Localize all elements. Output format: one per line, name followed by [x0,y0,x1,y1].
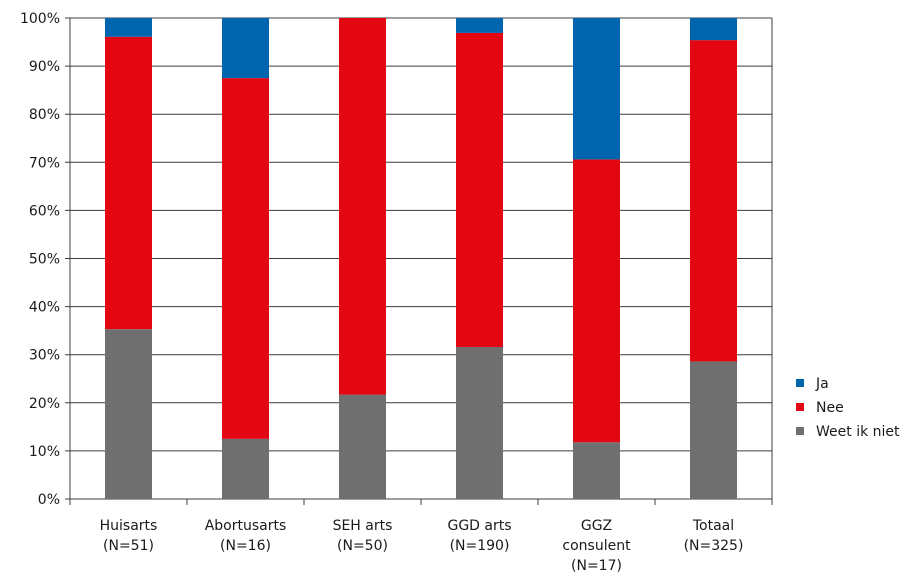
legend-swatch [796,379,804,387]
legend-label: Nee [816,400,844,416]
y-tick-label: 90% [29,59,60,75]
gridlines [65,17,772,500]
y-tick-label: 100% [20,11,60,27]
bar-segment-nee [456,32,503,348]
bar-segment-ja [222,18,269,79]
x-category-label: (N=50) [337,538,388,554]
y-tick-label: 70% [29,155,60,171]
x-category-label: GGZ [581,518,612,534]
bar-segment-nee [573,159,620,443]
y-tick-label: 50% [29,252,60,268]
x-category-label: Huisarts [100,518,158,534]
bar-segment-ja [105,18,152,37]
bar-segment-weet-ik-niet [456,347,503,499]
x-axis: Huisarts (N=51) Abortusarts (N=16) SEH arts (… [69,499,773,574]
bar-segment-weet-ik-niet [339,394,386,499]
bar-segment-ja [573,18,620,160]
y-tick-label: 60% [29,203,60,219]
x-category-label: consulent [562,538,631,554]
y-tick-label: 0% [38,492,60,508]
x-category-label: (N=17) [571,558,622,574]
bar-segment-nee [222,78,269,439]
bar-segment-nee [105,36,152,330]
x-category-label: (N=190) [450,538,510,554]
x-category-label: Abortusarts [205,518,287,534]
bar-segment-weet-ik-niet [573,442,620,499]
bar-segment-nee [339,18,386,395]
legend-swatch [796,427,804,435]
bar-segment-nee [690,40,737,362]
bar-segment-weet-ik-niet [690,361,737,499]
bar-segment-ja [690,18,737,41]
y-axis: 0% 10% 20% 30% 40% 50% 60% 70% 80% 90% 100% [20,11,773,508]
y-tick-label: 10% [29,444,60,460]
y-tick-label: 40% [29,300,60,316]
legend: Ja Nee Weet ik niet [796,376,900,440]
x-category-label: (N=51) [103,538,154,554]
legend-swatch [796,403,804,411]
bar-segment-weet-ik-niet [222,438,269,499]
x-category-label: SEH arts [333,518,393,534]
y-tick-label: 80% [29,107,60,123]
bars [105,18,737,499]
legend-label: Ja [815,376,829,392]
x-category-label: GGD arts [447,518,511,534]
bar-segment-weet-ik-niet [105,329,152,499]
x-category-label: Totaal [692,518,734,534]
x-category-label: (N=16) [220,538,271,554]
legend-label: Weet ik niet [816,424,900,440]
y-tick-label: 20% [29,396,60,412]
bar-segment-ja [456,18,503,33]
x-category-label: (N=325) [684,538,744,554]
y-tick-label: 30% [29,348,60,364]
